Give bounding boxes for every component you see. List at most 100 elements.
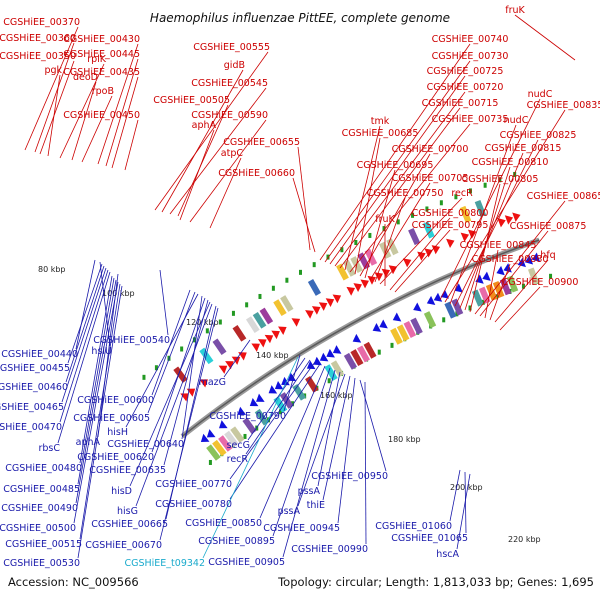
tick-dot	[442, 317, 446, 323]
connector-line	[379, 197, 463, 285]
forward-gene-arrow	[388, 265, 398, 275]
connector-line	[334, 91, 466, 267]
reverse-gene-arrow	[517, 257, 526, 268]
tick-dot	[278, 409, 282, 415]
gene-block	[357, 252, 371, 270]
reverse-gene-label: CGSHiEE_00770	[155, 479, 232, 490]
tick-label: 220 kbp	[508, 535, 541, 544]
forward-gene-arrow	[291, 318, 301, 327]
reverse-gene-arrow	[413, 302, 422, 312]
connector-line	[449, 124, 517, 305]
gene-block	[292, 383, 307, 401]
connector-line	[34, 42, 75, 153]
connector-line	[24, 26, 79, 151]
connector-line	[337, 377, 356, 524]
forward-gene-label: CGSHiEE_00900	[502, 277, 579, 288]
gene-block	[527, 267, 540, 285]
tick-label: 200 kbp	[450, 483, 483, 492]
connector-line	[223, 339, 251, 378]
tick-label: 160 kbp	[320, 391, 353, 400]
forward-gene-label: tmk	[371, 116, 390, 127]
connector-line	[297, 146, 311, 251]
reverse-gene-arrow	[206, 429, 216, 438]
reverse-gene-label: CGSHiEE_00530	[3, 558, 80, 569]
forward-gene-arrow	[353, 283, 362, 293]
reverse-gene-label: rbsC	[38, 443, 60, 454]
rna-gene-label: CGSHiEE_t09342	[124, 558, 205, 569]
tick-dot	[205, 328, 209, 334]
reverse-gene-label: hslU	[91, 346, 112, 357]
tick-dot	[327, 378, 331, 384]
gene-block	[478, 286, 491, 304]
reverse-gene-arrow	[440, 289, 450, 299]
reverse-gene-arrow	[326, 348, 335, 358]
reverse-gene-label: mazG	[199, 377, 226, 388]
tick-dot	[354, 239, 358, 245]
connector-line	[61, 267, 107, 403]
connector-line	[65, 265, 105, 383]
forward-gene-label: CGSHiEE_00880	[472, 254, 549, 265]
forward-gene-label: CGSHiEE_00795	[412, 220, 489, 231]
gene-block	[230, 426, 245, 443]
gene-block	[499, 278, 512, 296]
connector-line	[73, 281, 119, 524]
connector-line	[245, 359, 311, 455]
forward-gene-label: nudC	[528, 89, 553, 100]
forward-gene-arrow	[271, 330, 280, 340]
gene-features	[173, 199, 541, 461]
reverse-gene-label: aphA	[76, 437, 101, 448]
connector-line	[259, 365, 326, 519]
gene-block	[212, 338, 227, 356]
tick-dot	[142, 374, 146, 380]
gene-block	[403, 320, 417, 338]
connector-line	[494, 259, 549, 323]
gene-block	[451, 298, 464, 316]
forward-gene-arrow	[460, 232, 470, 242]
forward-gene-label: CGSHiEE_00700	[392, 144, 469, 155]
connector-line	[389, 217, 451, 291]
tick-dot	[396, 219, 400, 225]
forward-gene-label: CGSHiEE_00740	[432, 34, 509, 45]
connector-line	[77, 285, 123, 559]
tick-dot	[180, 346, 184, 352]
connector-line	[159, 307, 219, 541]
tick-dot	[291, 401, 295, 407]
forward-gene-arrow	[467, 229, 477, 239]
connector-line	[489, 263, 511, 321]
connector-line	[99, 261, 111, 347]
connector-line	[514, 14, 576, 61]
connector-line	[97, 43, 139, 165]
tick-dot	[483, 182, 487, 188]
forward-gene-arrow	[264, 334, 274, 344]
tick-dot	[382, 226, 386, 232]
connector-line	[159, 269, 169, 336]
reverse-gene-arrow	[256, 393, 265, 402]
gene-block	[350, 349, 364, 367]
forward-gene-label: CGSHiEE_00450	[63, 110, 140, 121]
gene-block	[218, 435, 233, 452]
genome-summary-text: Topology: circular; Length: 1,813,033 bp…	[278, 575, 594, 589]
connector-line	[57, 271, 111, 444]
connector-line	[147, 291, 196, 414]
forward-gene-label: CGSHiEE_00350	[0, 51, 76, 62]
reverse-gene-label: CGSHiEE_00485	[3, 484, 80, 495]
forward-gene-label: CGSHiEE_00720	[427, 82, 504, 93]
tick-dot	[455, 311, 459, 317]
reverse-gene-arrow	[496, 265, 505, 276]
connector-line	[292, 177, 316, 253]
gene-block	[324, 364, 338, 382]
reverse-gene-label: CGSHiEE_00500	[0, 523, 76, 534]
tick-dot	[258, 293, 262, 299]
reverse-gene-arrow	[332, 345, 342, 354]
tick-dot	[368, 232, 372, 238]
reverse-gene-arrow	[524, 255, 534, 265]
gene-block	[273, 299, 287, 317]
connector-line	[124, 119, 139, 171]
connector-line	[297, 373, 346, 507]
tick-dot	[243, 433, 247, 439]
connector-line	[464, 471, 467, 534]
forward-gene-label: CGSHiEE_00685	[342, 128, 419, 139]
connector-line	[75, 259, 96, 350]
forward-gene-arrow	[332, 294, 342, 304]
reverse-gene-label: CGSHiEE_00465	[0, 402, 64, 413]
